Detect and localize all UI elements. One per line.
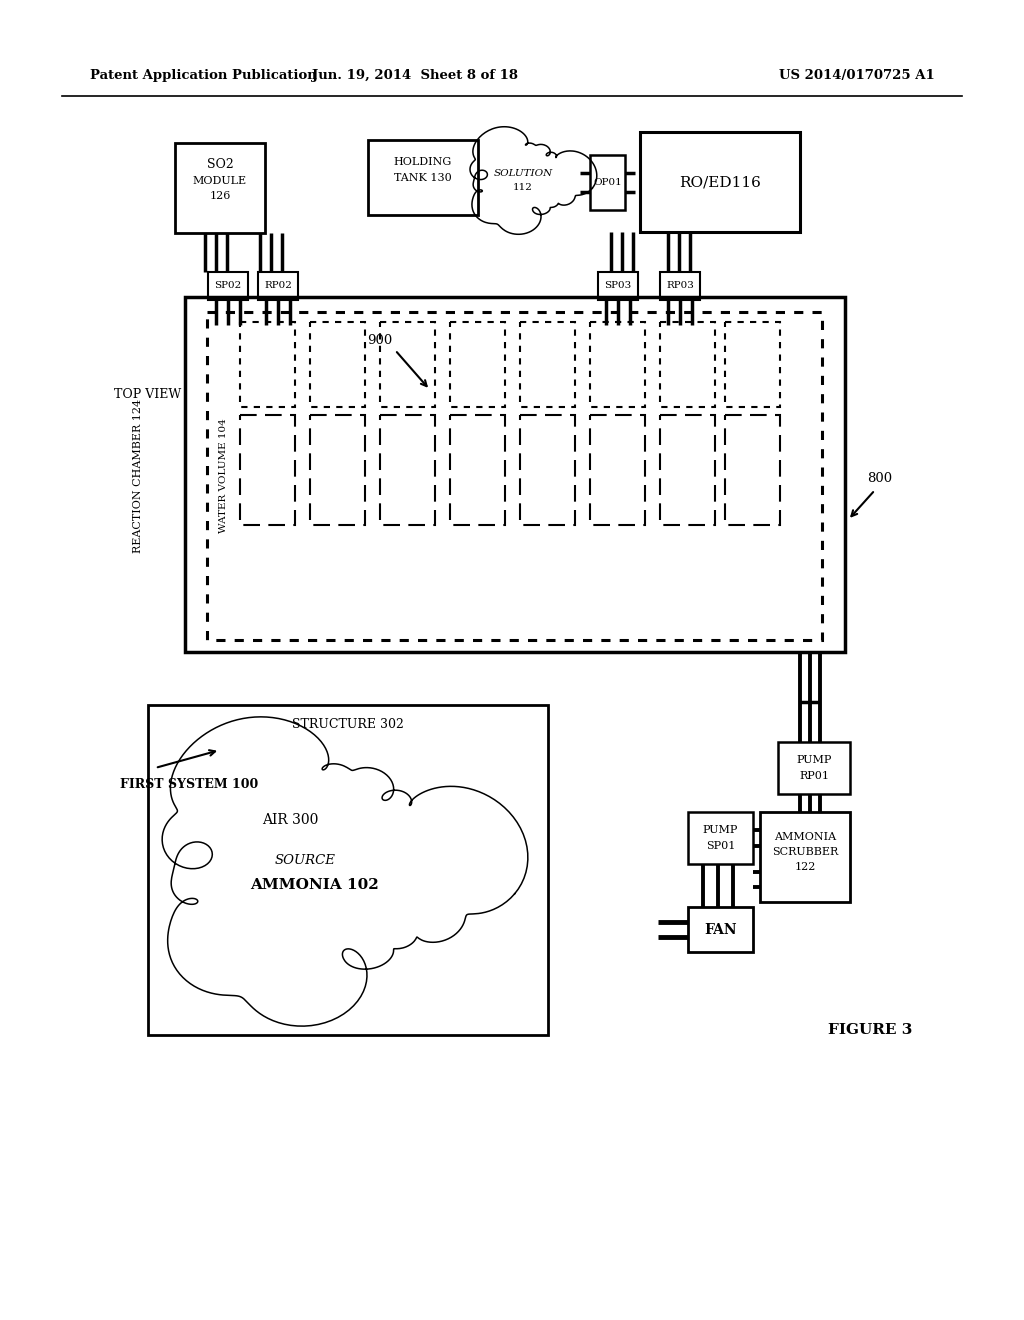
Text: SOLUTION: SOLUTION: [494, 169, 553, 178]
Bar: [640, 132, 800, 232]
Bar: [148, 705, 548, 1035]
Text: 126: 126: [209, 191, 230, 201]
Bar: [175, 143, 265, 234]
Text: 112: 112: [513, 183, 532, 193]
Text: OP01: OP01: [593, 178, 622, 187]
Text: MODULE: MODULE: [193, 176, 247, 186]
Bar: [660, 414, 715, 525]
Text: TOP VIEW: TOP VIEW: [115, 388, 181, 401]
Bar: [207, 312, 822, 640]
Bar: [185, 297, 845, 652]
Bar: [520, 322, 575, 407]
Text: 122: 122: [795, 862, 816, 873]
Bar: [240, 322, 295, 407]
Text: 900: 900: [368, 334, 392, 346]
Bar: [760, 812, 850, 902]
Bar: [590, 154, 625, 210]
Bar: [450, 322, 505, 407]
Text: PUMP: PUMP: [797, 755, 831, 766]
Bar: [368, 140, 478, 215]
Text: SCRUBBER: SCRUBBER: [772, 847, 838, 857]
Text: Patent Application Publication: Patent Application Publication: [90, 69, 316, 82]
Text: SP03: SP03: [604, 281, 632, 290]
Bar: [598, 272, 638, 300]
Text: AMMONIA: AMMONIA: [774, 832, 836, 842]
Text: SP02: SP02: [214, 281, 242, 290]
Text: RP01: RP01: [799, 771, 829, 781]
Text: RO/ED116: RO/ED116: [679, 176, 761, 189]
Bar: [380, 322, 435, 407]
Bar: [660, 272, 700, 300]
Text: FIGURE 3: FIGURE 3: [827, 1023, 912, 1038]
Text: PUMP: PUMP: [702, 825, 738, 836]
Bar: [590, 414, 645, 525]
Bar: [240, 414, 295, 525]
Bar: [450, 414, 505, 525]
Bar: [688, 907, 753, 952]
Text: TANK 130: TANK 130: [394, 173, 452, 183]
Text: HOLDING: HOLDING: [394, 157, 453, 168]
Text: SO2: SO2: [207, 158, 233, 172]
Text: RP03: RP03: [666, 281, 694, 290]
Text: 800: 800: [867, 471, 893, 484]
Text: FIRST SYSTEM 100: FIRST SYSTEM 100: [120, 779, 258, 792]
Bar: [520, 414, 575, 525]
Text: US 2014/0170725 A1: US 2014/0170725 A1: [779, 69, 935, 82]
Bar: [208, 272, 248, 300]
Bar: [258, 272, 298, 300]
Bar: [725, 322, 780, 407]
Bar: [778, 742, 850, 795]
Bar: [660, 322, 715, 407]
Text: RP02: RP02: [264, 281, 292, 290]
Text: SOURCE: SOURCE: [274, 854, 336, 866]
Bar: [310, 414, 365, 525]
Text: AMMONIA 102: AMMONIA 102: [251, 878, 379, 892]
Bar: [688, 812, 753, 865]
Text: SP01: SP01: [706, 841, 735, 851]
Bar: [725, 414, 780, 525]
Text: WATER VOLUME 104: WATER VOLUME 104: [218, 418, 227, 533]
Text: Jun. 19, 2014  Sheet 8 of 18: Jun. 19, 2014 Sheet 8 of 18: [312, 69, 518, 82]
Bar: [310, 322, 365, 407]
Bar: [380, 414, 435, 525]
Text: STRUCTURE 302: STRUCTURE 302: [292, 718, 403, 731]
Text: AIR 300: AIR 300: [262, 813, 318, 828]
Text: FAN: FAN: [705, 923, 737, 936]
Text: REACTION CHAMBER 124: REACTION CHAMBER 124: [133, 399, 143, 553]
Bar: [590, 322, 645, 407]
